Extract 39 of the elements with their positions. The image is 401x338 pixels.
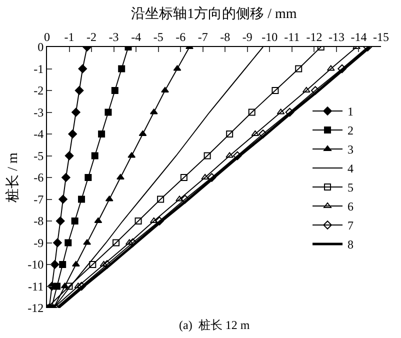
x-tick-label: -15	[373, 30, 389, 44]
text: (a) 桩长 12 m	[179, 318, 250, 332]
legend-label: 1	[348, 104, 354, 119]
x-tick-label: -10	[262, 30, 278, 44]
y-axis-title: 桩长 / m	[5, 152, 22, 204]
y-tick-label: -8	[34, 214, 44, 228]
y-tick-label: -6	[34, 170, 44, 185]
x-tick-label: -3	[108, 30, 119, 44]
y-tick-label: -7	[34, 192, 44, 206]
y-tick-label: -12	[28, 301, 44, 316]
x-tick-label: -7	[198, 30, 208, 44]
y-tick-label: -11	[28, 279, 44, 294]
x-tick-label: -2	[86, 30, 97, 44]
y-tick-label: -3	[34, 105, 44, 120]
legend-label: 5	[348, 180, 354, 195]
y-tick-label: -5	[34, 148, 44, 163]
x-tick-label: -9	[242, 30, 252, 44]
legend-label: 3	[348, 142, 354, 157]
x-tick-label: -6	[176, 30, 186, 44]
y-tick-label: -4	[34, 127, 44, 142]
x-tick-label: -4	[131, 30, 142, 44]
y-tick-label: -9	[34, 236, 44, 250]
legend-label: 7	[348, 218, 354, 233]
x-tick-label: -8	[220, 30, 230, 44]
y-tick-label: -2	[34, 84, 44, 98]
x-axis-title: 沿坐标轴1方向的侧移 / mm	[131, 6, 297, 22]
x-tick-label: -13	[328, 30, 344, 44]
legend-label: 4	[348, 162, 354, 176]
x-tick-label: -12	[306, 30, 322, 44]
x-tick-label: -1	[64, 30, 74, 44]
y-tick-label: 0	[38, 40, 44, 54]
y-tick-label: -10	[28, 258, 44, 272]
legend-label: 8	[348, 238, 354, 252]
x-tick-label: -5	[153, 30, 164, 44]
y-tick-label: -1	[34, 62, 44, 76]
x-tick-label: -14	[350, 30, 367, 44]
legend-label: 2	[348, 124, 354, 138]
legend-label: 6	[348, 200, 354, 214]
x-tick-label: -11	[284, 30, 300, 44]
